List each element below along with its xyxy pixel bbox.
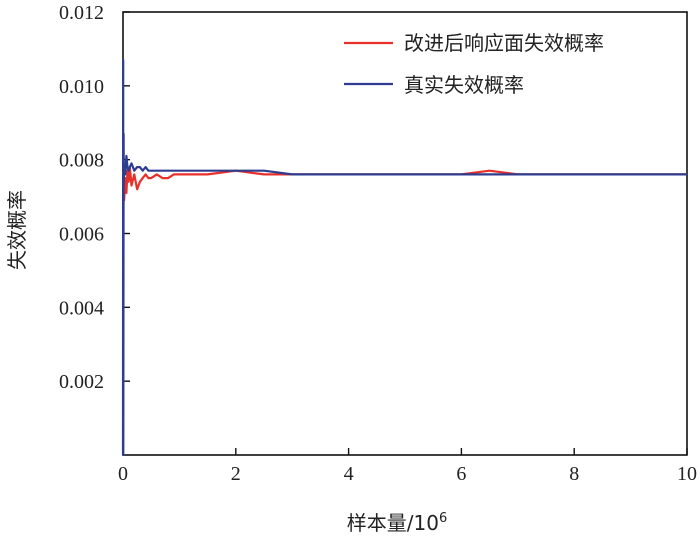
x-axis-title-superscript: 6	[439, 511, 447, 526]
y-axis-ticks: 0.002 0.004 0.006 0.008 0.010 0.012	[59, 2, 130, 393]
series-line-1	[121, 166, 687, 202]
series-layer	[121, 58, 687, 457]
x-tick-label: 4	[344, 463, 354, 485]
y-tick-label: 0.010	[59, 76, 104, 98]
x-tick-label: 6	[456, 463, 466, 485]
y-tick-label: 0.004	[59, 297, 104, 319]
legend-label-series-2: 真实失效概率	[404, 73, 524, 97]
x-tick-label: 8	[569, 463, 579, 485]
y-axis-title: 失效概率	[5, 190, 29, 270]
x-axis-title-text: 样本量/10	[347, 511, 439, 535]
legend-label-series-1: 改进后响应面失效概率	[404, 31, 604, 55]
x-axis-ticks: 0 2 4 6 8 10	[118, 448, 697, 485]
x-tick-label: 0	[118, 463, 128, 485]
x-axis-title: 样本量/106	[347, 511, 447, 535]
x-tick-label: 10	[677, 463, 697, 485]
x-tick-label: 2	[231, 463, 241, 485]
y-tick-label: 0.008	[59, 150, 104, 172]
legend: 改进后响应面失效概率 真实失效概率	[344, 31, 604, 97]
series-line-2	[121, 58, 687, 457]
y-tick-label: 0.012	[59, 2, 104, 24]
y-tick-label: 0.006	[59, 224, 104, 246]
y-tick-label: 0.002	[59, 371, 104, 393]
